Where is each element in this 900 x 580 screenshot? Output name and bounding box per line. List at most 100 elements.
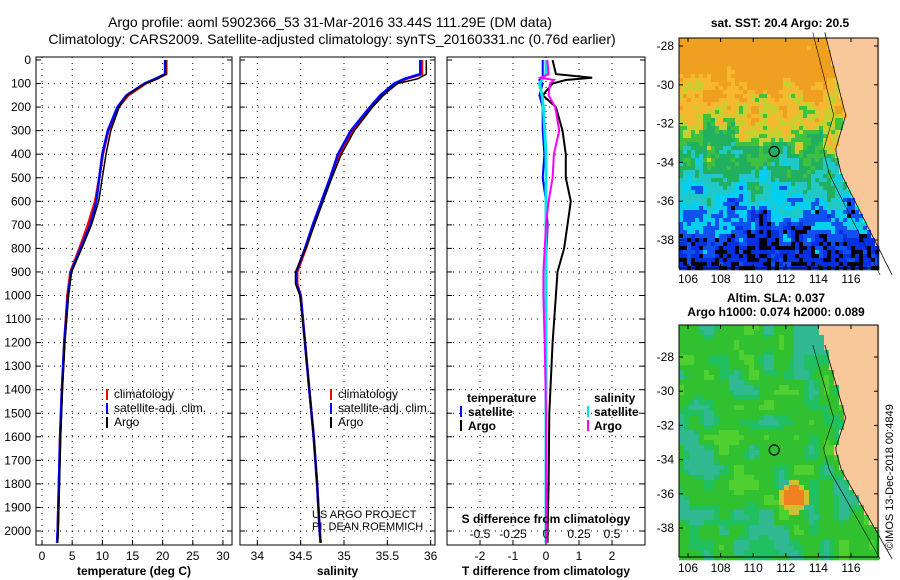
map-cell — [739, 246, 744, 251]
map-cell — [859, 440, 865, 446]
map-cell — [774, 395, 780, 401]
map-cell — [809, 365, 815, 371]
map-cell — [711, 110, 716, 115]
map-cell — [735, 150, 740, 155]
map-cell — [703, 154, 708, 159]
map-cell — [803, 58, 808, 63]
map-cell — [791, 118, 796, 123]
map-cell — [739, 218, 744, 223]
depth-tick-label: 200 — [11, 100, 31, 114]
map-cell — [679, 234, 684, 239]
map-cell — [769, 375, 775, 381]
map-cell — [769, 385, 775, 391]
map-cell — [704, 490, 710, 496]
map-cell — [839, 146, 844, 151]
map-cell — [679, 206, 684, 211]
map-cell — [703, 126, 708, 131]
map-cell — [767, 234, 772, 239]
map-cell — [759, 114, 764, 119]
map-cell — [867, 190, 872, 195]
map-cell — [703, 66, 708, 71]
map-cell — [754, 475, 760, 481]
map-cell — [779, 375, 785, 381]
map-cell — [844, 375, 850, 381]
map-cell — [724, 410, 730, 416]
map-cell — [774, 375, 780, 381]
map-cell — [759, 450, 765, 456]
map-cell — [687, 66, 692, 71]
map-cell — [831, 50, 836, 55]
map-cell — [751, 222, 756, 227]
map-cell — [851, 190, 856, 195]
map-cell — [807, 222, 812, 227]
map-cell — [775, 190, 780, 195]
map-cell — [864, 465, 870, 471]
map-cell — [803, 110, 808, 115]
map-cell — [789, 465, 795, 471]
map-cell — [871, 138, 876, 143]
map-cell — [819, 435, 825, 441]
map-cell — [875, 146, 880, 151]
map-cell — [869, 440, 875, 446]
map-cell — [827, 118, 832, 123]
map-cell — [679, 94, 684, 99]
map-cell — [804, 530, 810, 536]
map-cell — [839, 410, 845, 416]
x-tick-label: 0 — [543, 549, 550, 563]
map-cell — [707, 214, 712, 219]
map-cell — [724, 395, 730, 401]
map-cell — [687, 206, 692, 211]
map-cell — [874, 510, 880, 516]
map-cell — [743, 58, 748, 63]
map-cell — [831, 198, 836, 203]
map-cell — [874, 325, 880, 331]
map-cell — [727, 122, 732, 127]
map-cell — [724, 420, 730, 426]
map-cell — [764, 500, 770, 506]
map-cell — [707, 66, 712, 71]
map-cell — [839, 74, 844, 79]
map-cell — [827, 198, 832, 203]
map-cell — [823, 226, 828, 231]
map-cell — [711, 50, 716, 55]
map-cell — [723, 126, 728, 131]
map-cell — [871, 74, 876, 79]
map-cell — [704, 540, 710, 546]
map-cell — [689, 325, 695, 331]
map-cell — [779, 425, 785, 431]
map-cell — [704, 505, 710, 511]
map-cell — [759, 520, 765, 526]
map-cell — [683, 162, 688, 167]
map-cell — [711, 126, 716, 131]
map-cell — [859, 190, 864, 195]
map-cell — [831, 258, 836, 263]
map-cell — [739, 234, 744, 239]
map-cell — [795, 154, 800, 159]
map-cell — [819, 515, 825, 521]
map-cell — [719, 345, 725, 351]
map-cell — [775, 162, 780, 167]
map-cell — [874, 395, 880, 401]
map-cell — [689, 390, 695, 396]
map-cell — [779, 186, 784, 191]
map-cell — [779, 42, 784, 47]
map-cell — [744, 415, 750, 421]
map-cell — [723, 166, 728, 171]
map-cell — [809, 450, 815, 456]
map-cell — [829, 465, 835, 471]
map-cell — [794, 340, 800, 346]
legend-swatch — [587, 406, 589, 417]
map-cell — [834, 415, 840, 421]
map-cell — [869, 525, 875, 531]
map-cell — [791, 242, 796, 247]
map-cell — [807, 218, 812, 223]
map-cell — [679, 535, 685, 541]
map-cell — [704, 325, 710, 331]
map-cell — [854, 490, 860, 496]
legend-swatch — [330, 389, 332, 400]
map-cell — [835, 186, 840, 191]
map-cell — [849, 380, 855, 386]
map-cell — [679, 490, 685, 496]
map-cell — [709, 435, 715, 441]
map-cell — [867, 110, 872, 115]
